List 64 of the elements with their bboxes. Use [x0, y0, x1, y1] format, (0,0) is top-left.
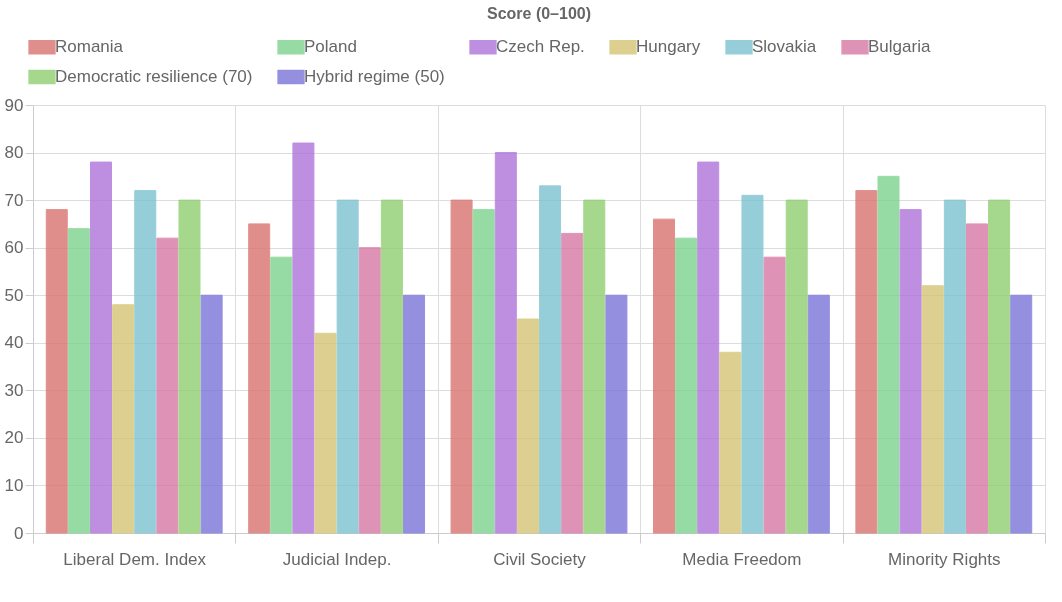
- bar: [605, 294, 628, 534]
- x-tick-label: Judicial Indep.: [282, 549, 392, 569]
- y-tick-label: 80: [4, 143, 24, 163]
- bar: [156, 237, 179, 534]
- bar: [112, 304, 135, 534]
- y-tick-label: 90: [4, 95, 24, 115]
- bar: [472, 209, 495, 534]
- legend-label: Slovakia: [752, 37, 817, 57]
- legend-label: Hungary: [636, 37, 701, 57]
- y-tick-label: 30: [4, 380, 24, 400]
- bar: [988, 199, 1011, 534]
- bar: [921, 285, 944, 534]
- bar: [67, 228, 90, 534]
- bar: [494, 152, 517, 534]
- bar: [785, 199, 808, 534]
- y-tick-label: 10: [4, 475, 24, 495]
- x-tick-label: Civil Society: [493, 549, 587, 569]
- bar: [965, 223, 988, 534]
- bar: [200, 294, 223, 534]
- bar: [719, 351, 742, 534]
- bar: [877, 175, 900, 534]
- x-tick-label: Media Freedom: [682, 549, 802, 569]
- bar: [90, 161, 113, 534]
- bar: [248, 223, 271, 534]
- y-tick-label: 50: [4, 285, 24, 305]
- bar: [539, 185, 562, 534]
- bar: [134, 190, 157, 534]
- bar: [741, 194, 764, 534]
- x-tick-label: Liberal Dem. Index: [63, 549, 207, 569]
- legend-label: Democratic resilience (70): [55, 67, 253, 86]
- bar: [45, 209, 68, 534]
- y-tick-label: 20: [4, 428, 24, 448]
- bar: [943, 199, 966, 534]
- bar: [561, 232, 584, 534]
- bar: [763, 256, 786, 534]
- bar: [516, 318, 539, 534]
- x-tick-label: Minority Rights: [888, 549, 1001, 569]
- bar: [403, 294, 426, 534]
- bar: [178, 199, 201, 534]
- legend-label: Poland: [304, 37, 357, 57]
- bar: [899, 209, 922, 534]
- bar: [336, 199, 359, 534]
- legend-label: Romania: [55, 37, 124, 57]
- bar: [270, 256, 293, 534]
- y-tick-label: 60: [4, 238, 24, 258]
- chart-title: Score (0–100): [486, 5, 592, 22]
- legend-label: Czech Rep.: [496, 37, 585, 57]
- bar: [292, 142, 315, 534]
- bar: [358, 247, 381, 534]
- bar: [314, 332, 337, 534]
- y-tick-label: 0: [14, 523, 24, 543]
- bar: [675, 237, 698, 534]
- bar: [807, 294, 830, 534]
- y-tick-label: 40: [4, 333, 24, 353]
- bar: [450, 199, 473, 534]
- bar: [1010, 294, 1033, 534]
- y-tick-label: 70: [4, 190, 24, 210]
- bar: [697, 161, 720, 534]
- legend-label: Hybrid regime (50): [304, 67, 445, 86]
- bar: [380, 199, 403, 534]
- bar: [652, 218, 675, 534]
- bar: [583, 199, 606, 534]
- legend-label: Bulgaria: [868, 37, 931, 57]
- bar: [855, 190, 878, 534]
